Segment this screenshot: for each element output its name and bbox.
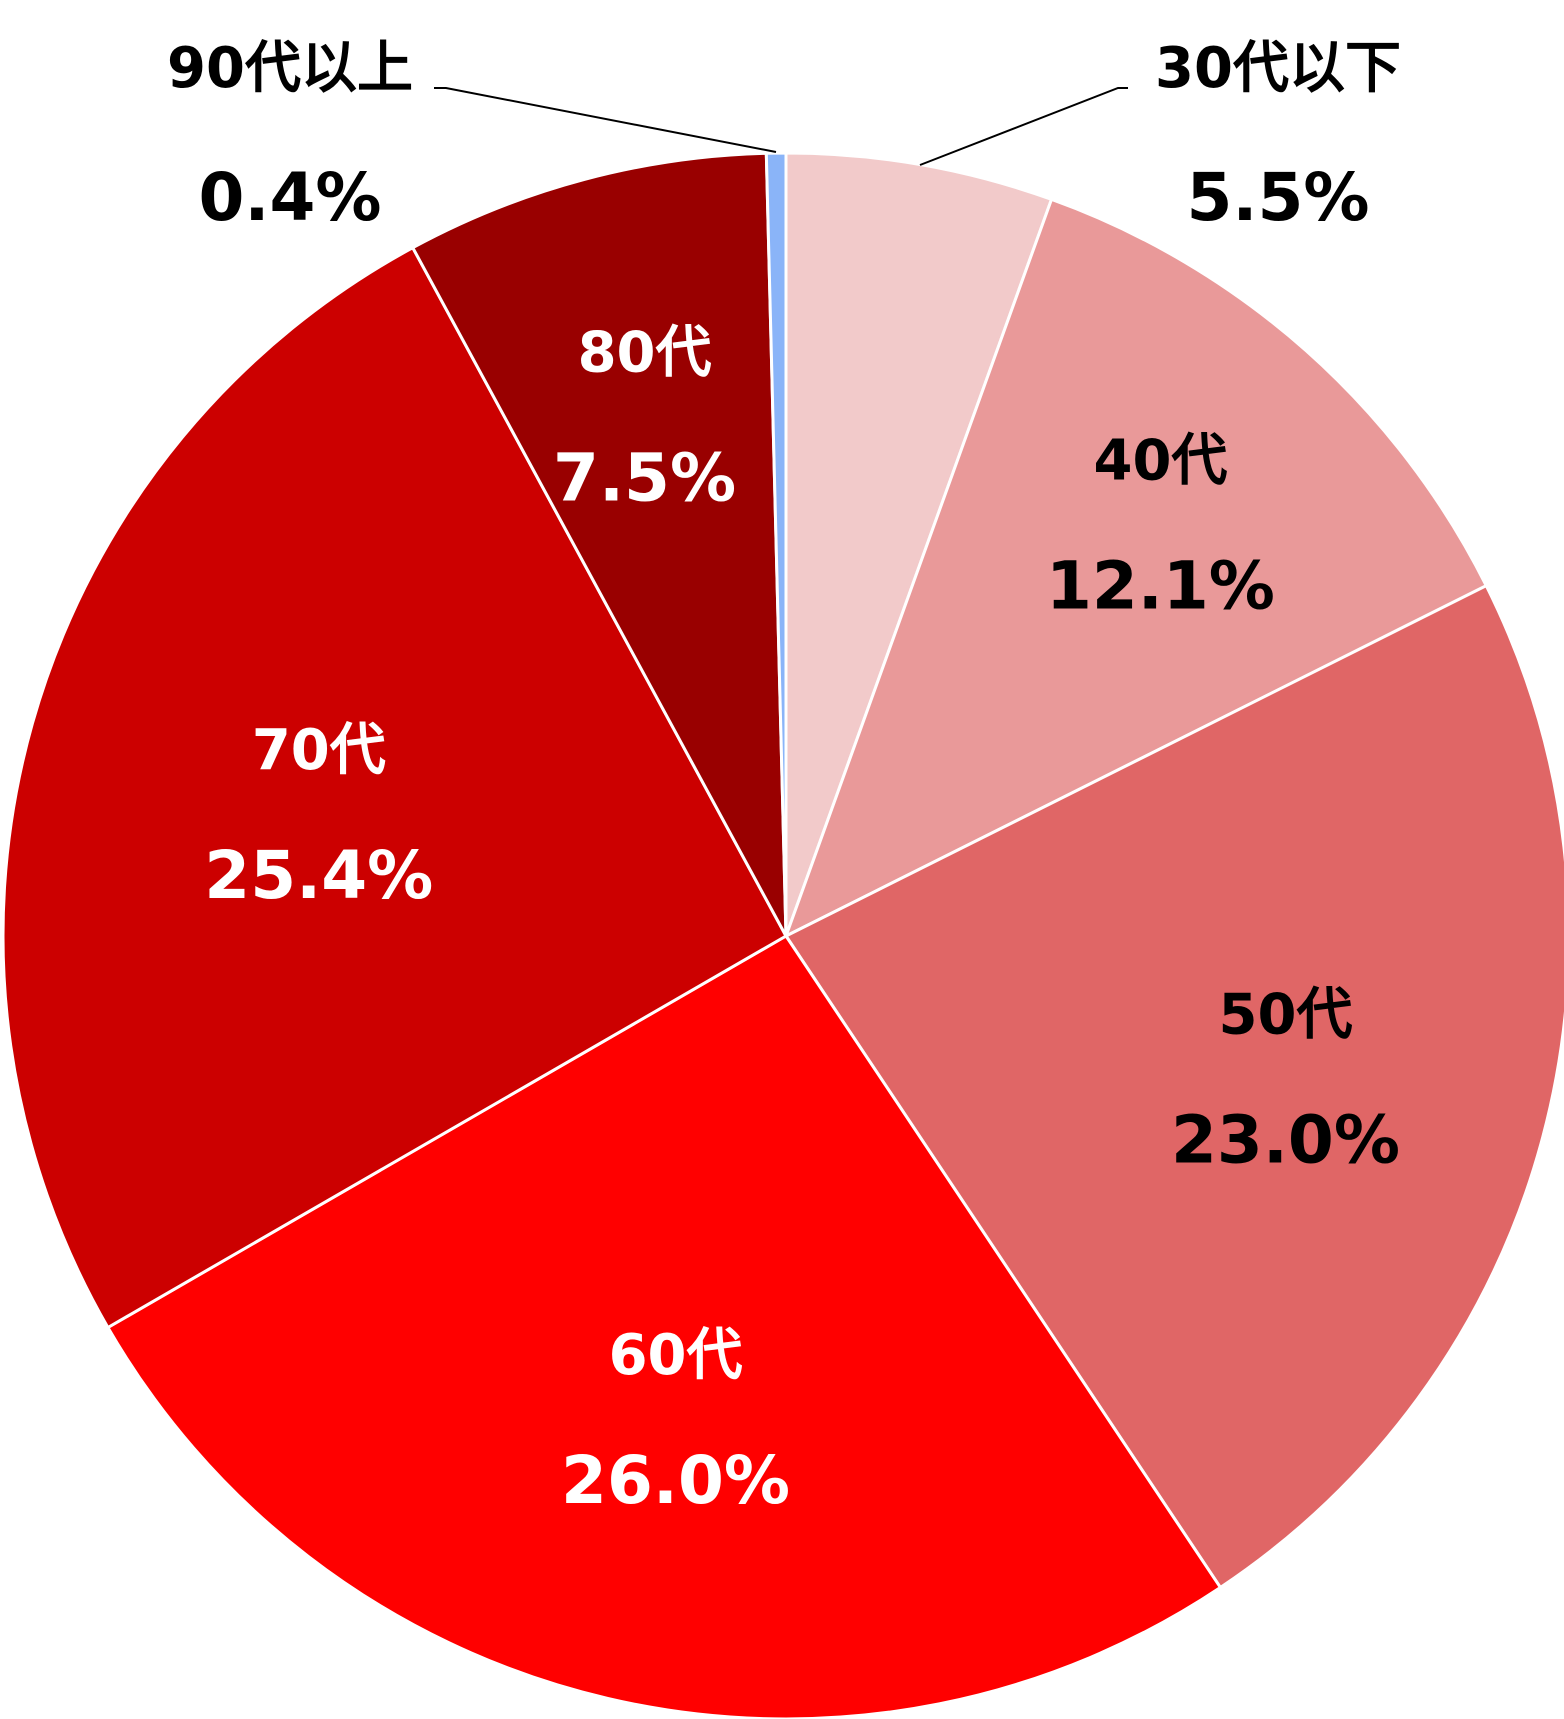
slice-7	[764, 151, 788, 937]
leader-line-7	[434, 87, 777, 153]
slice-value-label: 25.4%	[204, 837, 433, 914]
slice-category-label: 50代	[1219, 983, 1353, 1048]
leader-lines	[434, 87, 1128, 166]
slice-category-label: 70代	[252, 718, 386, 783]
slice-value-label: 5.5%	[1186, 159, 1369, 236]
slice-category-label: 40代	[1093, 429, 1227, 494]
slice-4	[105, 933, 1223, 1719]
slice-category-label: 90代以上	[167, 36, 413, 101]
leader-line-1	[919, 87, 1128, 166]
slice-category-label: 60代	[609, 1323, 743, 1388]
slice-value-label: 0.4%	[198, 159, 381, 236]
slice-2	[783, 197, 1489, 940]
slice-value-label: 7.5%	[553, 440, 736, 517]
slice-value-label: 26.0%	[561, 1442, 790, 1519]
slice-category-label: 30代以下	[1155, 36, 1401, 101]
slice-6	[410, 151, 788, 937]
slice-5	[1, 245, 789, 1330]
slice-value-label: 23.0%	[1171, 1102, 1400, 1179]
pie-slices	[1, 151, 1564, 1719]
slice-labels: 30代以下 5.5% 40代 12.1% 50代 23.0% 60代 26.0% 70代 25.4…	[167, 36, 1401, 1519]
slice-value-label: 12.1%	[1046, 548, 1275, 625]
slice-3	[783, 583, 1564, 1590]
slice-category-label: 80代	[578, 321, 712, 386]
